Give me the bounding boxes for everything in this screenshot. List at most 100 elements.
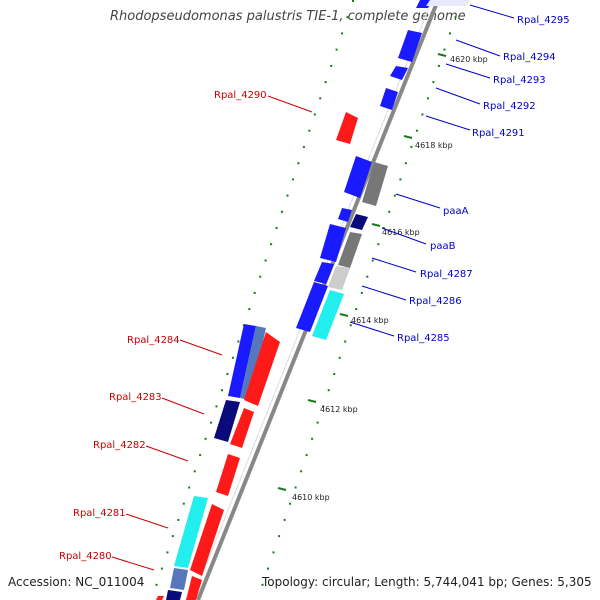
leader-line (435, 87, 481, 105)
gene-paaA-gray[interactable] (362, 162, 388, 206)
guide-dot (204, 437, 207, 440)
scale-label: 4614 kbp (351, 316, 389, 325)
guide-dot (171, 535, 174, 538)
gene-label-rpal-4287[interactable]: Rpal_4287 (420, 269, 473, 280)
scale-label: 4612 kbp (320, 405, 358, 414)
guide-dot (289, 502, 292, 505)
guide-dot (259, 275, 262, 278)
gene-rpal-4281[interactable] (190, 504, 224, 576)
guide-dot (426, 97, 429, 100)
gene-small-dark[interactable] (350, 214, 368, 230)
leader-line (161, 397, 205, 415)
gene-rpal-4295-tail[interactable] (426, 0, 470, 6)
guide-dot (324, 81, 327, 84)
guide-dot (432, 81, 435, 84)
scale: 4620 kbp 4618 kbp 4616 kbp 4614 kbp 4612… (277, 53, 488, 502)
gene-rpal-4285[interactable] (312, 290, 344, 340)
guide-dot (454, 16, 457, 19)
leader-line (455, 39, 501, 57)
leader-line (381, 227, 427, 245)
guide-dot (210, 421, 213, 424)
guide-dot (316, 421, 319, 424)
guide-dot (215, 405, 218, 408)
gene-label-rpal-4292[interactable]: Rpal_4292 (483, 101, 536, 112)
guide-dot (231, 356, 234, 359)
guide-dot (193, 470, 196, 473)
guide-dot (377, 243, 380, 246)
guide-dot (308, 129, 311, 132)
scale-tick (437, 53, 447, 57)
gene-small-1[interactable] (338, 208, 352, 222)
guide-dot (382, 227, 385, 229)
guide-dot (166, 551, 169, 554)
leader-line (361, 285, 407, 301)
scale-label: 4618 kbp (415, 141, 453, 150)
gene-rpal-4287[interactable] (314, 262, 334, 284)
gene-label-rpal-4293[interactable]: Rpal_4293 (493, 75, 546, 86)
scale-tick (403, 135, 413, 139)
gene-rpal-4280-steel[interactable] (170, 568, 188, 590)
guide-dot (286, 194, 289, 197)
guide-dot (388, 210, 391, 213)
guide-dot (182, 502, 185, 505)
gene-rpal-4280-dark[interactable] (166, 590, 182, 600)
guide-dot (399, 178, 402, 181)
reverse-genes (156, 112, 358, 600)
gene-label-rpal-4295[interactable]: Rpal_4295 (517, 15, 570, 26)
gene-label-rpal-4285[interactable]: Rpal_4285 (397, 333, 450, 344)
gene-bottom-red[interactable] (156, 596, 164, 600)
gene-label-rpal-4283[interactable]: Rpal_4283 (109, 392, 162, 403)
gene-rpal-4284[interactable] (244, 332, 280, 406)
guide-dot (275, 227, 278, 229)
gene-rpal-4294[interactable] (398, 30, 422, 62)
gene-label-rpal-4286[interactable]: Rpal_4286 (409, 296, 462, 307)
gene-rpal-4287-lightgray[interactable] (328, 266, 350, 290)
gene-rpal-4293[interactable] (390, 66, 408, 80)
gene-label-paaB[interactable]: paaB (430, 241, 456, 252)
guide-dot (335, 48, 338, 51)
guide-dot (177, 518, 180, 521)
gene-rpal-4283[interactable] (230, 408, 254, 448)
gene-label-paaA[interactable]: paaA (443, 206, 469, 217)
guide-dot (346, 16, 349, 19)
guide-dot (311, 437, 314, 440)
guide-dot (261, 583, 264, 586)
outer-guide-dots (261, 0, 462, 586)
gene-label-rpal-4291[interactable]: Rpal_4291 (472, 128, 525, 139)
gene-label-rpal-4294[interactable]: Rpal_4294 (503, 52, 556, 63)
guide-dot (449, 32, 451, 35)
guide-dot (393, 194, 396, 197)
gene-rpal-4286[interactable] (296, 282, 328, 332)
gene-label-rpal-4280[interactable]: Rpal_4280 (59, 551, 112, 562)
guide-dot (355, 308, 358, 311)
gene-rpal-4292[interactable] (380, 88, 398, 110)
gene-paaA[interactable] (344, 156, 372, 198)
gene-rpal-4282[interactable] (216, 454, 240, 496)
gene-rpal-4290[interactable] (336, 112, 358, 144)
gene-rpal-4280[interactable] (186, 576, 202, 600)
gene-label-rpal-4281[interactable]: Rpal_4281 (73, 508, 126, 519)
guide-dot (305, 454, 308, 457)
scale-tick (339, 313, 349, 317)
gene-rpal-4284-steel[interactable] (240, 326, 266, 400)
guide-dot (291, 178, 294, 181)
guide-dot (283, 518, 286, 521)
guide-dot (333, 373, 336, 375)
gene-label-rpal-4290[interactable]: Rpal_4290 (214, 90, 267, 101)
gene-paaB-gray[interactable] (338, 232, 362, 268)
gene-label-rpal-4284[interactable]: Rpal_4284 (127, 335, 180, 346)
gene-label-rpal-4282[interactable]: Rpal_4282 (93, 440, 146, 451)
leader-line (425, 115, 471, 131)
gene-rpal-4281-cyan[interactable] (174, 496, 208, 568)
guide-dot (319, 97, 322, 100)
guide-dot (421, 113, 424, 116)
guide-dot (237, 340, 240, 343)
guide-dot (404, 162, 407, 165)
gene-rpal-4283-dark[interactable] (214, 400, 240, 442)
guide-dot (344, 340, 347, 343)
leader-line (445, 63, 491, 79)
leader-line (145, 445, 189, 462)
guide-dot (248, 308, 251, 311)
gene-paaB[interactable] (320, 224, 346, 262)
gene-rpal-4284-blue[interactable] (228, 324, 256, 398)
